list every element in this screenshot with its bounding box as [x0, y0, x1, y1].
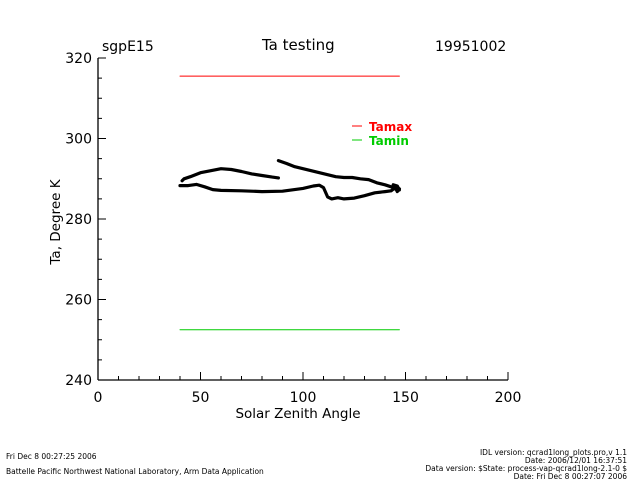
chart-series	[178, 75, 401, 331]
y-tick-label: 280	[65, 212, 92, 228]
chart-title: Ta testing	[262, 36, 335, 54]
y-axis-label: Ta, Degree K	[48, 178, 64, 265]
x-tick-label: 0	[94, 390, 103, 406]
x-tick-label: 50	[192, 390, 210, 406]
footer-data-date: Date: Fri Dec 8 00:27:07 2006	[513, 472, 627, 481]
y-tick-label: 260	[65, 293, 92, 309]
footer-idl-version: IDL version: qcrad1long_plots.pro,v 1.1	[479, 448, 627, 457]
x-tick-label: 150	[392, 390, 419, 406]
footer-timestamp: Fri Dec 8 00:27:25 2006	[6, 452, 97, 461]
y-tick-label: 240	[65, 373, 92, 389]
x-tick-label: 100	[290, 390, 317, 406]
series-line-ta-morning-branch	[180, 167, 280, 183]
y-tick-label: 320	[65, 51, 92, 67]
footer-data-version: Data version: $State: process-vap-qcrad1…	[425, 464, 627, 473]
y-tick-label: 300	[65, 132, 92, 148]
series-line-ta-lower-loop	[178, 182, 401, 201]
footer-idl-date: Date: 2006/12/01 16:37:51	[524, 456, 627, 465]
date-label: 19951002	[435, 39, 507, 55]
legend-label-tamin: Tamin	[369, 134, 409, 148]
site-label: sgpE15	[102, 39, 154, 55]
legend-label-tamax: Tamax	[369, 120, 412, 134]
footer-institution: Battelle Pacific Northwest National Labo…	[6, 467, 264, 476]
chart-axes: 240 260 280 300 320 0 50 100 150 200 Solar Zenith …	[48, 51, 521, 422]
x-axis-label: Solar Zenith Angle	[235, 406, 360, 422]
x-tick-label: 200	[495, 390, 522, 406]
series-line-ta-afternoon-branch	[276, 159, 401, 192]
